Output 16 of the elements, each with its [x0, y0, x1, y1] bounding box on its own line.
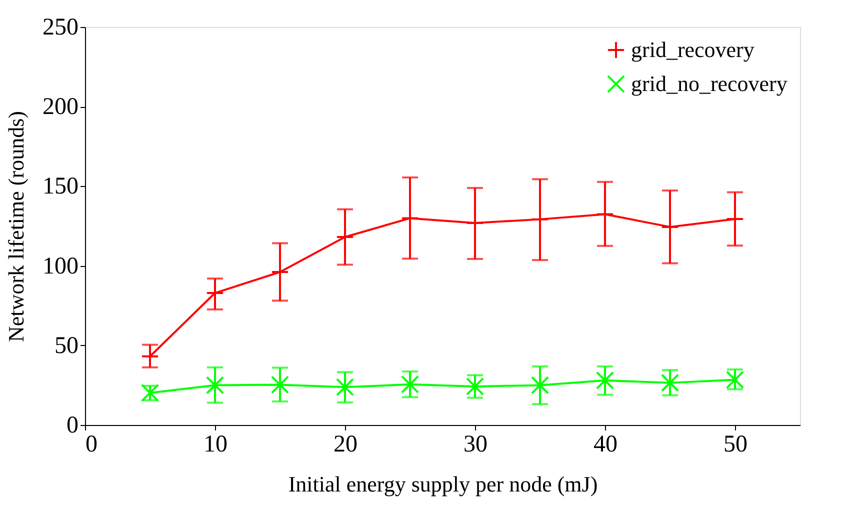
y-axis-title: Network lifetime (rounds): [4, 111, 28, 342]
x-tick-label: 50: [724, 432, 748, 458]
legend-label: grid_no_recovery: [631, 71, 788, 96]
x-axis-title: Initial energy supply per node (mJ): [288, 472, 598, 496]
y-tick-label: 150: [42, 174, 78, 200]
legend-label: grid_recovery: [631, 37, 754, 62]
x-tick-label: 10: [204, 432, 228, 458]
x-tick-label: 0: [86, 432, 98, 458]
x-tick-label: 40: [594, 432, 618, 458]
y-tick-label: 0: [66, 412, 78, 438]
y-tick-label: 50: [54, 332, 78, 359]
y-tick-label: 100: [42, 253, 78, 280]
y-tick-label: 200: [42, 94, 78, 120]
x-tick-label: 20: [334, 432, 358, 458]
y-tick-label: 250: [42, 14, 78, 40]
x-tick-label: 30: [464, 432, 488, 458]
